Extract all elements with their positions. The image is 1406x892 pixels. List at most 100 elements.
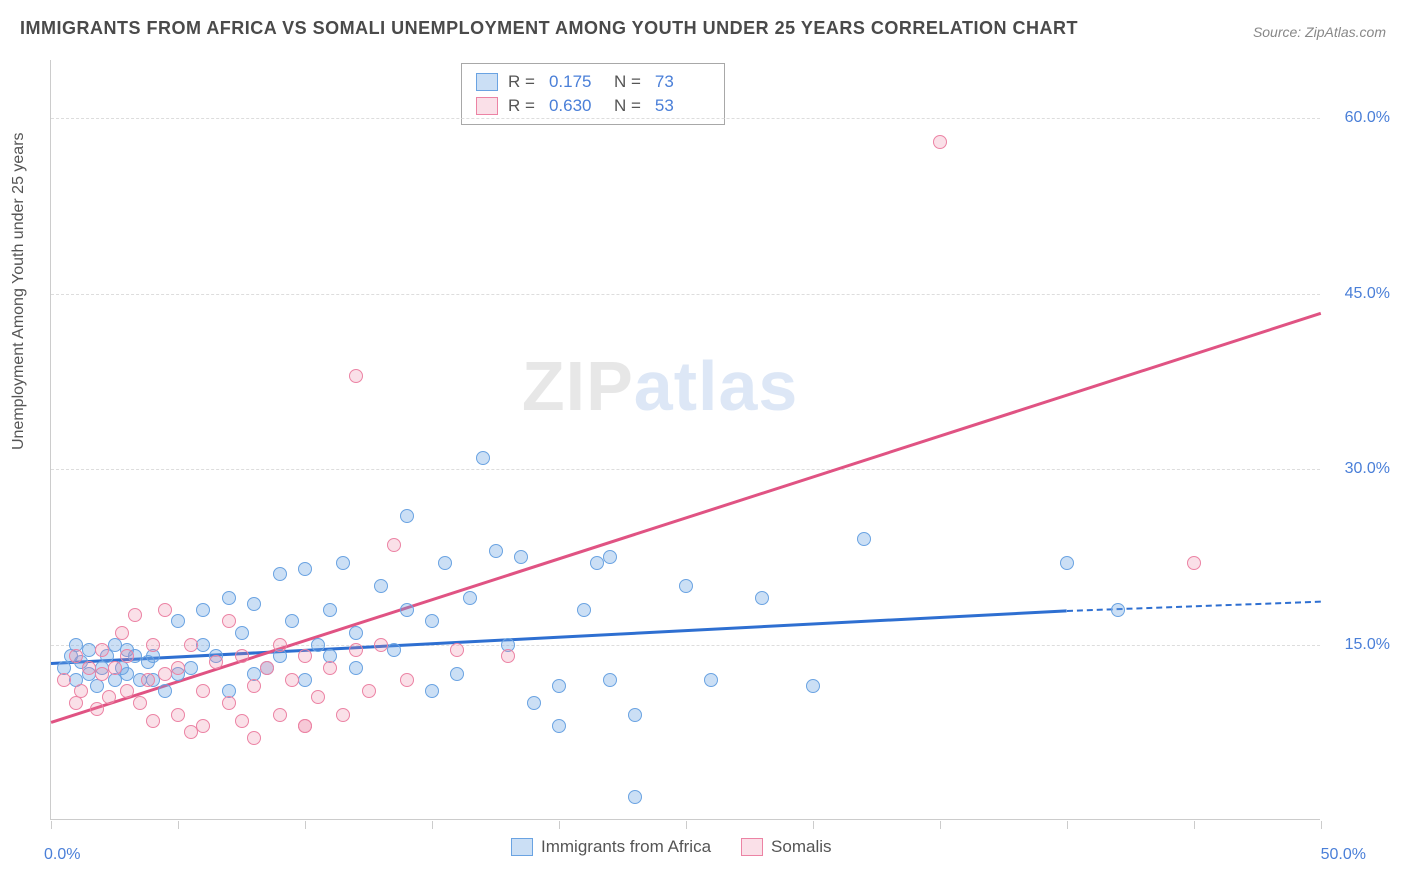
series-legend: Immigrants from Africa Somalis [511, 837, 832, 857]
scatter-point [400, 509, 414, 523]
scatter-point [552, 719, 566, 733]
scatter-point [552, 679, 566, 693]
scatter-point [476, 451, 490, 465]
scatter-point [90, 702, 104, 716]
scatter-point [235, 626, 249, 640]
x-tick [178, 821, 179, 829]
scatter-point [311, 690, 325, 704]
scatter-point [298, 673, 312, 687]
scatter-point [184, 661, 198, 675]
scatter-point [74, 684, 88, 698]
scatter-point [184, 638, 198, 652]
scatter-point [146, 638, 160, 652]
scatter-point [158, 603, 172, 617]
scatter-point [141, 673, 155, 687]
scatter-point [933, 135, 947, 149]
scatter-point [679, 579, 693, 593]
scatter-point [235, 714, 249, 728]
scatter-point [285, 673, 299, 687]
scatter-point [527, 696, 541, 710]
source-citation: Source: ZipAtlas.com [1253, 24, 1386, 40]
y-tick-label: 15.0% [1345, 636, 1390, 654]
legend-row-africa: R = 0.175 N = 73 [476, 70, 710, 94]
scatter-point [603, 550, 617, 564]
scatter-point [196, 684, 210, 698]
legend-item-somalis: Somalis [741, 837, 831, 857]
x-tick [813, 821, 814, 829]
scatter-point [1060, 556, 1074, 570]
correlation-legend: R = 0.175 N = 73 R = 0.630 N = 53 [461, 63, 725, 125]
scatter-point [222, 614, 236, 628]
scatter-point [387, 643, 401, 657]
scatter-point [755, 591, 769, 605]
y-tick-label: 30.0% [1345, 460, 1390, 478]
scatter-point [247, 731, 261, 745]
scatter-point [171, 708, 185, 722]
scatter-point [120, 649, 134, 663]
scatter-point [298, 562, 312, 576]
y-tick-label: 60.0% [1345, 109, 1390, 127]
scatter-point [349, 369, 363, 383]
scatter-point [235, 649, 249, 663]
scatter-point [120, 684, 134, 698]
x-tick [1067, 821, 1068, 829]
x-origin-label: 0.0% [44, 846, 80, 864]
scatter-point [400, 603, 414, 617]
scatter-point [489, 544, 503, 558]
scatter-point [438, 556, 452, 570]
scatter-point [374, 638, 388, 652]
chart-plot-area: ZIPatlas R = 0.175 N = 73 R = 0.630 N = … [50, 60, 1320, 820]
scatter-point [450, 667, 464, 681]
x-tick [305, 821, 306, 829]
swatch-pink-icon [476, 97, 498, 115]
scatter-point [196, 603, 210, 617]
scatter-point [247, 679, 261, 693]
scatter-point [273, 708, 287, 722]
y-tick-label: 45.0% [1345, 285, 1390, 303]
scatter-point [260, 661, 274, 675]
swatch-pink-icon [741, 838, 763, 856]
watermark: ZIPatlas [522, 346, 798, 426]
scatter-point [323, 603, 337, 617]
scatter-point [273, 638, 287, 652]
scatter-point [1111, 603, 1125, 617]
scatter-point [374, 579, 388, 593]
scatter-point [69, 649, 83, 663]
x-tick [686, 821, 687, 829]
scatter-point [514, 550, 528, 564]
scatter-point [323, 661, 337, 675]
gridline [51, 469, 1320, 470]
y-axis-label: Unemployment Among Youth under 25 years [10, 132, 28, 450]
scatter-point [336, 556, 350, 570]
trend-line [1067, 600, 1321, 611]
swatch-blue-icon [511, 838, 533, 856]
scatter-point [108, 661, 122, 675]
swatch-blue-icon [476, 73, 498, 91]
scatter-point [400, 673, 414, 687]
scatter-point [425, 614, 439, 628]
scatter-point [704, 673, 718, 687]
scatter-point [1187, 556, 1201, 570]
scatter-point [463, 591, 477, 605]
legend-row-somalis: R = 0.630 N = 53 [476, 94, 710, 118]
x-tick [51, 821, 52, 829]
scatter-point [349, 643, 363, 657]
scatter-point [196, 638, 210, 652]
gridline [51, 645, 1320, 646]
scatter-point [857, 532, 871, 546]
scatter-point [102, 690, 116, 704]
x-max-label: 50.0% [1321, 846, 1366, 864]
scatter-point [603, 673, 617, 687]
x-tick [1194, 821, 1195, 829]
scatter-point [128, 608, 142, 622]
scatter-point [387, 538, 401, 552]
scatter-point [222, 591, 236, 605]
scatter-point [425, 684, 439, 698]
scatter-point [362, 684, 376, 698]
scatter-point [806, 679, 820, 693]
scatter-point [146, 714, 160, 728]
gridline [51, 294, 1320, 295]
gridline [51, 118, 1320, 119]
scatter-point [628, 790, 642, 804]
scatter-point [158, 684, 172, 698]
